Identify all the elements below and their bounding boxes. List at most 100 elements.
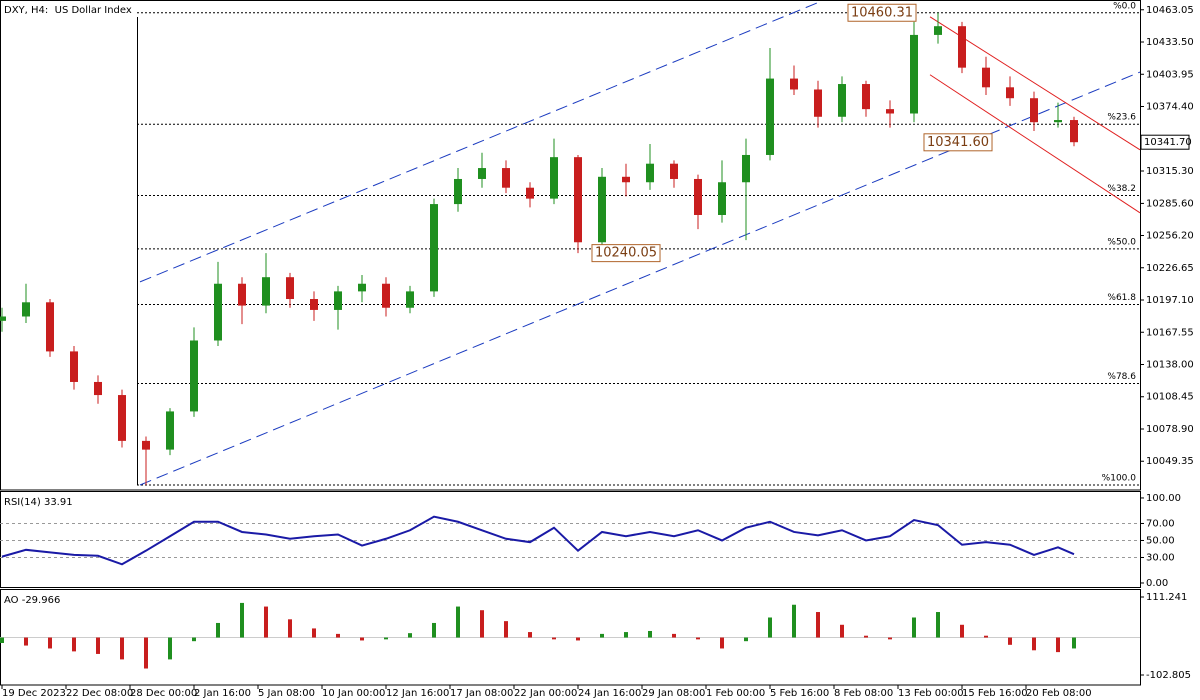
candle-body — [478, 168, 486, 179]
ao-bar — [216, 622, 220, 638]
ao-bar — [768, 617, 772, 638]
ao-bar — [624, 632, 628, 638]
ao-bar — [576, 637, 580, 641]
candle-body — [430, 204, 438, 292]
candle-body — [334, 291, 342, 310]
candle-body — [382, 283, 390, 308]
x-tick-label: 1 Feb 00:00 — [706, 688, 765, 699]
x-tick-label: 12 Jan 16:00 — [386, 688, 449, 699]
fib-level-label: %78.6 — [1107, 372, 1136, 382]
ao-bar — [48, 637, 52, 649]
ao-bar — [240, 602, 244, 638]
fib-level-label: %100.0 — [1102, 473, 1137, 483]
ao-bar — [984, 635, 988, 638]
candle-body — [790, 78, 798, 90]
y-tick-label: 10226.65 — [1146, 263, 1194, 274]
y-tick-label: 0.00 — [1146, 578, 1168, 589]
candle-body — [1054, 120, 1062, 123]
candle-body — [358, 283, 366, 292]
ao-bar — [312, 628, 316, 638]
y-tick-label: 10167.55 — [1146, 327, 1194, 338]
ao-bar — [360, 637, 364, 641]
y-tick-label: 10078.90 — [1146, 424, 1194, 435]
ao-bar — [264, 606, 268, 638]
y-tick-label: 111.241 — [1146, 592, 1187, 603]
fib-level-label: %50.0 — [1107, 237, 1136, 247]
candle-body — [694, 178, 702, 215]
ao-bar — [168, 637, 172, 660]
candle-body — [814, 89, 822, 117]
y-tick-label: 70.00 — [1146, 518, 1175, 529]
ao-bar — [120, 637, 124, 660]
x-tick-label: 24 Jan 16:00 — [578, 688, 641, 699]
candle-body — [550, 157, 558, 199]
candle-body — [670, 163, 678, 179]
candle-body — [862, 84, 870, 110]
candle-body — [646, 163, 654, 183]
candle-body — [838, 84, 846, 117]
x-tick-label: 8 Feb 08:00 — [834, 688, 893, 699]
price-annotation-box — [847, 3, 917, 22]
candle-body — [406, 291, 414, 308]
price-panel-frame — [0, 0, 1141, 491]
x-tick-label: 10 Jan 00:00 — [322, 688, 385, 699]
candle-body — [1030, 98, 1038, 123]
candle-body — [766, 78, 774, 155]
candle-body — [238, 283, 246, 306]
candle-body — [886, 109, 894, 114]
ao-bar — [960, 624, 964, 638]
ao-bar — [336, 633, 340, 638]
ao-bar — [600, 633, 604, 638]
x-tick-label: 5 Feb 16:00 — [770, 688, 829, 699]
x-tick-label: 19 Dec 2023 — [2, 688, 66, 699]
ao-bar — [144, 637, 148, 669]
candle-body — [526, 187, 534, 199]
y-tick-label: 10285.60 — [1146, 198, 1194, 209]
ao-bar — [72, 637, 76, 652]
candle-body — [598, 176, 606, 243]
fib-level-label: %23.6 — [1107, 113, 1136, 123]
x-tick-label: 5 Jan 08:00 — [258, 688, 315, 699]
y-tick-label: 10374.40 — [1146, 102, 1194, 113]
ao-bar — [1008, 637, 1012, 645]
trendline — [139, 1, 821, 283]
candle-body — [262, 277, 270, 306]
ao-bar — [744, 637, 748, 642]
candle-body — [502, 168, 510, 188]
candle-body — [22, 302, 30, 317]
current-price-box — [1140, 134, 1190, 150]
x-tick-label: 29 Jan 08:00 — [642, 688, 705, 699]
y-tick-label: 10049.35 — [1146, 456, 1194, 467]
y-tick-label: 10138.00 — [1146, 359, 1194, 370]
ao-bar — [672, 633, 676, 638]
y-tick-label: -102.805 — [1146, 670, 1191, 681]
candle-body — [166, 411, 174, 450]
candle-body — [982, 67, 990, 88]
panel-title: DXY, H4: US Dollar Index — [4, 5, 132, 16]
ao-bar — [192, 637, 196, 642]
candle-body — [190, 340, 198, 412]
candle-body — [1070, 120, 1078, 143]
ao-bar — [1056, 637, 1060, 653]
fib-level-label: %0.0 — [1113, 1, 1136, 11]
ao-bar — [288, 619, 292, 638]
ao-bar — [816, 612, 820, 638]
price-annotation-label: 10341.60 — [927, 135, 989, 150]
candle-body — [742, 154, 750, 183]
y-tick-label: 10463.05 — [1146, 5, 1194, 16]
fib-level-label: %38.2 — [1107, 184, 1136, 194]
ao-bar — [888, 637, 892, 640]
ao-bar — [1072, 637, 1076, 649]
ao-bar — [408, 633, 412, 638]
candle-body — [70, 351, 78, 382]
candle-body — [118, 395, 126, 441]
candle-body — [454, 178, 462, 205]
candle-body — [910, 34, 918, 114]
ao-bar — [792, 604, 796, 638]
ao-bar — [720, 637, 724, 649]
y-tick-label: 30.00 — [1146, 552, 1175, 563]
ao-bar — [0, 637, 4, 644]
x-tick-label: 22 Jan 00:00 — [514, 688, 577, 699]
